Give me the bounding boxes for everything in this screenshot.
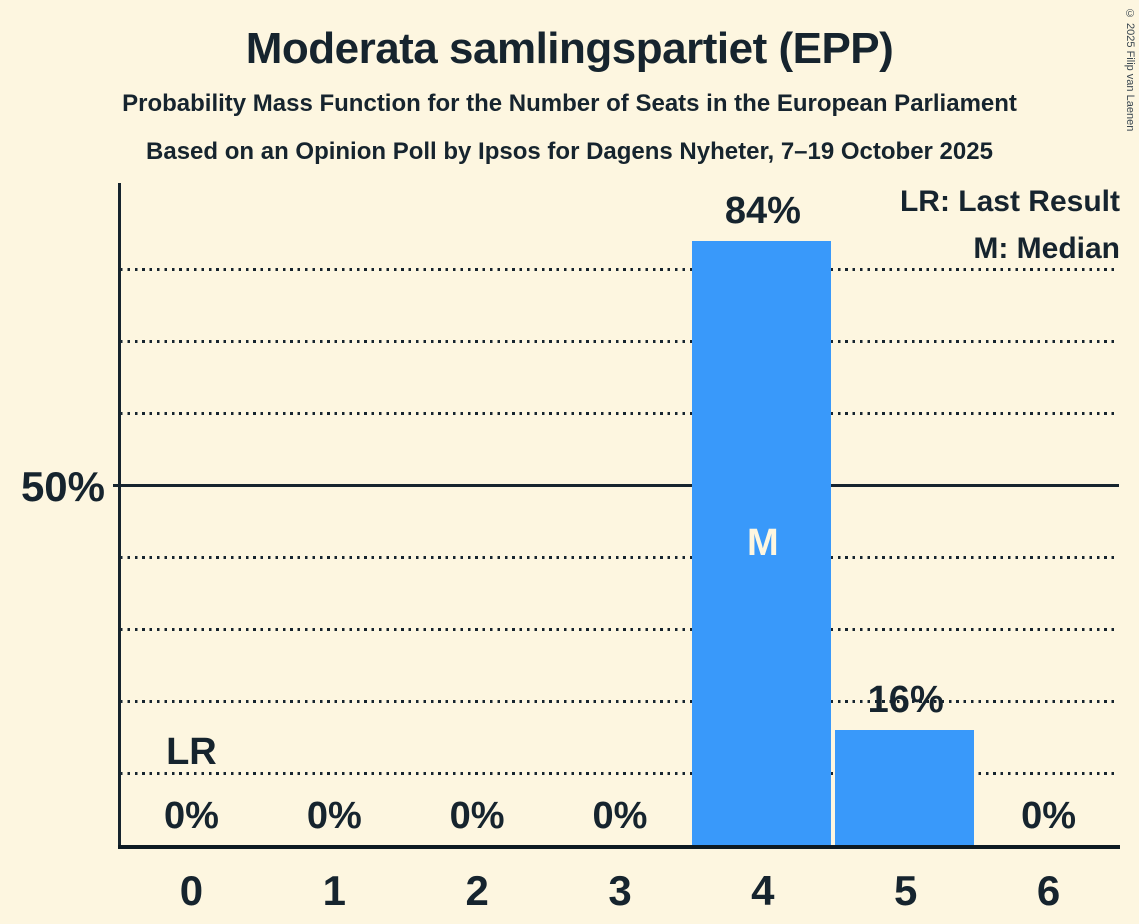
bar-seats-5 — [834, 730, 974, 848]
gridline-60pct — [120, 412, 1119, 415]
bar-value-label-4: 84% — [724, 189, 801, 232]
gridline-30pct — [120, 628, 1119, 631]
bar-value-label-0: 0% — [163, 794, 219, 837]
median-marker: M — [747, 522, 779, 565]
chart-title: Moderata samlingspartiet (EPP) — [245, 24, 894, 73]
gridline-20pct — [120, 700, 1119, 703]
x-axis-tick-label-5: 5 — [894, 867, 918, 914]
majority-line-50pct — [113, 484, 1119, 487]
last-result-marker: LR — [166, 730, 217, 773]
chart-subtitle-line1: Probability Mass Function for the Number… — [122, 90, 1017, 117]
gridline-70pct — [120, 340, 1119, 343]
bar-seats-4 — [691, 240, 831, 848]
legend-last-result: LR: Last Result — [899, 185, 1120, 218]
gridline-40pct — [120, 556, 1119, 559]
x-axis-tick-label-4: 4 — [751, 867, 775, 914]
x-axis-tick-label-6: 6 — [1036, 867, 1061, 914]
x-axis-tick-label-3: 3 — [608, 867, 632, 914]
bar-value-label-2: 0% — [449, 794, 505, 837]
x-axis-tick-label-0: 0 — [179, 867, 204, 914]
bar-value-label-1: 0% — [306, 794, 362, 837]
x-axis-tick-label-1: 1 — [322, 867, 346, 914]
bar-value-label-3: 0% — [592, 794, 648, 837]
y-axis-50-label: 50% — [20, 463, 105, 510]
x-axis-tick-label-2: 2 — [465, 867, 489, 914]
chart-subtitle-line2: Based on an Opinion Poll by Ipsos for Da… — [146, 138, 993, 165]
bar-value-label-6: 0% — [1021, 794, 1077, 837]
x-axis-line — [118, 845, 1120, 849]
gridline-10pct — [120, 772, 1119, 775]
y-axis-line — [118, 183, 121, 849]
copyright-text: © 2025 Filip van Laenen — [1124, 8, 1136, 132]
bar-value-label-5: 16% — [867, 679, 944, 722]
legend-median: M: Median — [973, 232, 1120, 265]
gridline-80pct — [120, 268, 1119, 271]
